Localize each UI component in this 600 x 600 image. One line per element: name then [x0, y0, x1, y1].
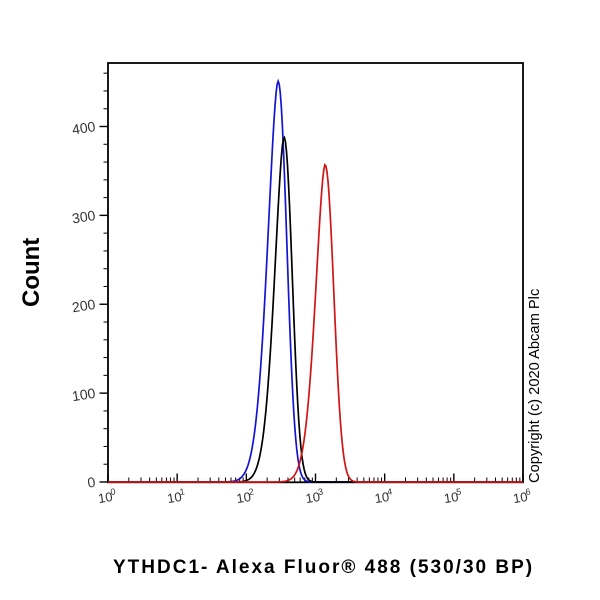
svg-text:3: 3 [317, 486, 324, 497]
svg-text:1: 1 [179, 486, 186, 497]
svg-text:5: 5 [456, 486, 463, 497]
svg-text:400: 400 [71, 118, 97, 137]
svg-text:2: 2 [248, 486, 255, 497]
svg-text:6: 6 [525, 486, 532, 497]
svg-text:300: 300 [71, 207, 97, 226]
svg-text:100: 100 [71, 385, 97, 404]
svg-text:200: 200 [71, 296, 97, 315]
svg-text:0: 0 [110, 486, 117, 497]
svg-text:0: 0 [86, 474, 96, 491]
svg-text:4: 4 [386, 486, 393, 497]
